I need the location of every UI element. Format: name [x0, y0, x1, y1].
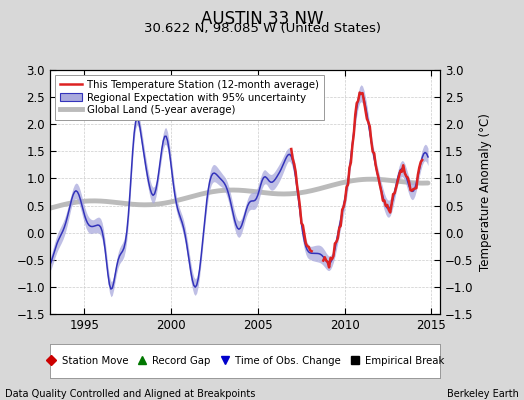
Y-axis label: Temperature Anomaly (°C): Temperature Anomaly (°C): [479, 113, 492, 271]
Text: 30.622 N, 98.085 W (United States): 30.622 N, 98.085 W (United States): [144, 22, 380, 35]
Legend: Station Move, Record Gap, Time of Obs. Change, Empirical Break: Station Move, Record Gap, Time of Obs. C…: [42, 353, 447, 369]
Legend: This Temperature Station (12-month average), Regional Expectation with 95% uncer: This Temperature Station (12-month avera…: [55, 75, 324, 120]
Text: Berkeley Earth: Berkeley Earth: [447, 389, 519, 399]
Text: AUSTIN 33 NW: AUSTIN 33 NW: [201, 10, 323, 28]
Text: Data Quality Controlled and Aligned at Breakpoints: Data Quality Controlled and Aligned at B…: [5, 389, 256, 399]
